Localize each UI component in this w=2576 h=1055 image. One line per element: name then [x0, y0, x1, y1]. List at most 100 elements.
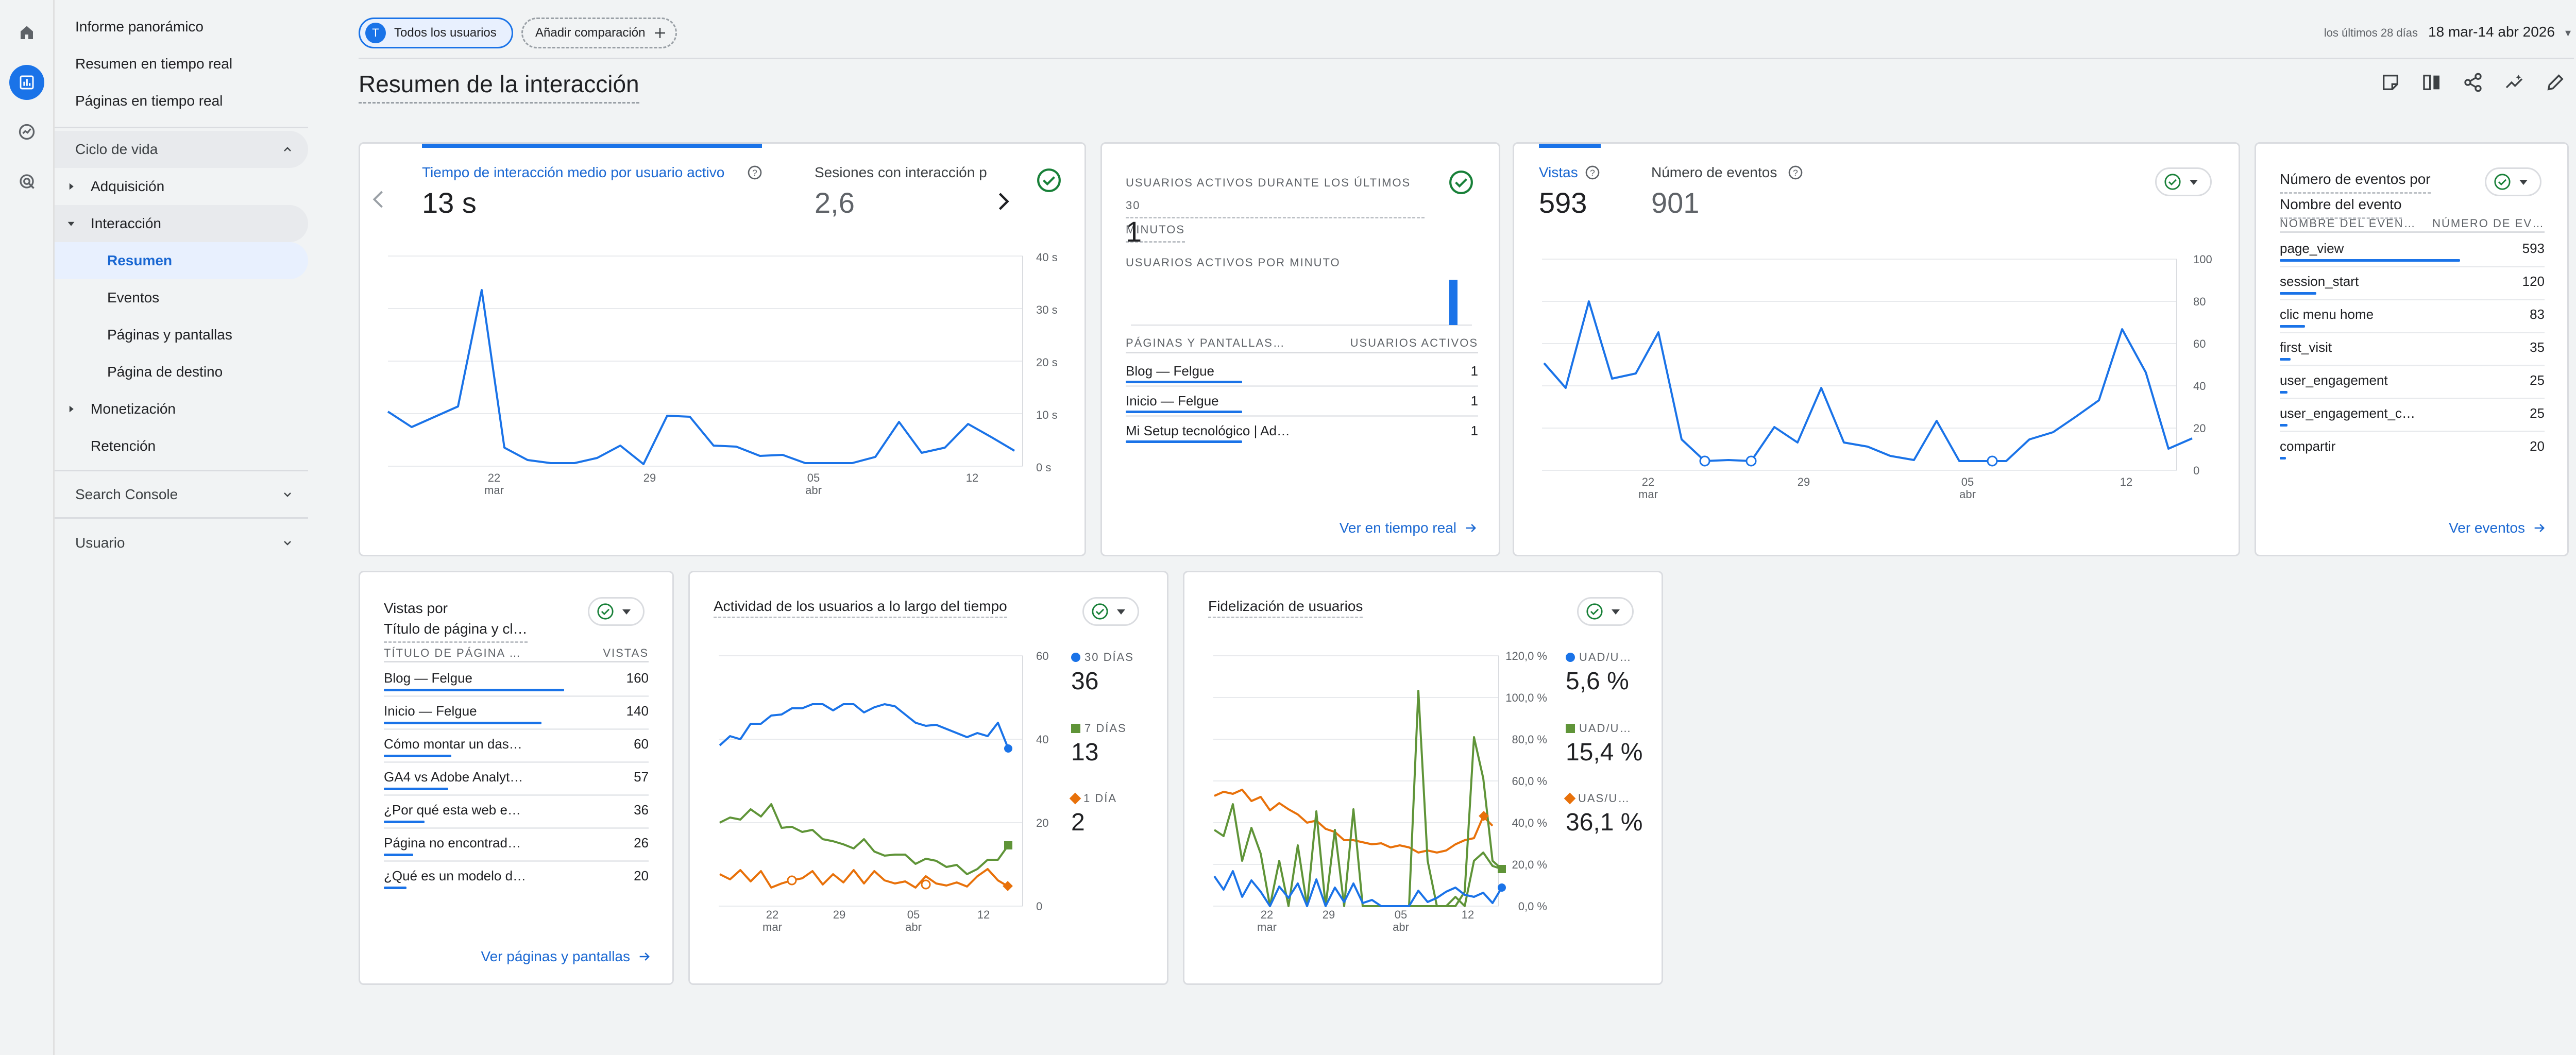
series-line-uad-uas — [1213, 803, 1502, 907]
nav-section-search-console[interactable]: Search Console — [55, 476, 308, 513]
anomaly-marker[interactable] — [787, 875, 797, 886]
date-range-picker[interactable]: los últimos 28 días 18 mar-14 abr 2026 ▾ — [2324, 24, 2571, 40]
compare-columns-icon[interactable] — [2421, 72, 2442, 93]
column-header[interactable]: USUARIOS ACTIVOS — [1350, 336, 1478, 349]
chevron-right-icon[interactable] — [997, 191, 1010, 212]
table-row[interactable]: Cómo montar un das… 60 — [384, 730, 649, 763]
table-row[interactable]: clic menu home 83 — [2280, 300, 2545, 333]
row-name: Inicio — Felgue — [384, 703, 477, 719]
x-tick-label: 22 — [488, 471, 500, 484]
table-row[interactable]: Blog — Felgue 1 — [1126, 357, 1478, 387]
insights-sparkle-icon[interactable] — [2504, 72, 2524, 93]
x-tick-label: 05 — [1961, 475, 1974, 488]
comparison-check-dropdown[interactable] — [1577, 597, 1634, 626]
anomaly-marker[interactable] — [1987, 455, 1998, 467]
metric-label-events[interactable]: Número de eventos — [1651, 164, 1777, 180]
column-header[interactable]: PÁGINAS Y PANTALLAS… — [1126, 336, 1285, 349]
nav-item-retencion[interactable]: Retención — [91, 438, 156, 454]
card-title: Fidelización de usuarios — [1208, 598, 1363, 618]
comparison-check-dropdown[interactable] — [2485, 167, 2541, 196]
explore-icon[interactable] — [9, 114, 44, 149]
insights-note-icon[interactable] — [2380, 72, 2401, 93]
table-row[interactable]: Inicio — Felgue 1 — [1126, 387, 1478, 417]
table-row[interactable]: Mi Setup tecnológico | Ad… 1 — [1126, 417, 1478, 447]
advertising-icon[interactable] — [9, 164, 44, 199]
metric-label-engagement-time[interactable]: Tiempo de interacción medio por usuario … — [422, 164, 725, 180]
collapse-arrow-icon — [67, 222, 75, 226]
column-header[interactable]: NOMBRE DEL EVEN… — [2280, 217, 2416, 230]
help-icon[interactable]: ? — [747, 164, 763, 181]
metric-label-sessions[interactable]: Sesiones con interacción p — [815, 164, 987, 180]
edit-pencil-icon[interactable] — [2545, 72, 2566, 93]
column-header[interactable]: TÍTULO DE PÁGINA … — [384, 646, 522, 659]
chevron-left-icon[interactable] — [371, 189, 385, 210]
nav-item-adquisicion[interactable]: Adquisición — [55, 168, 308, 205]
table-row[interactable]: GA4 vs Adobe Analyt… 57 — [384, 763, 649, 796]
add-comparison-button[interactable]: Añadir comparación — [521, 18, 677, 48]
check-circle-icon[interactable] — [1448, 169, 1474, 195]
x-tick-label: 29 — [643, 471, 656, 484]
help-icon[interactable]: ? — [1584, 164, 1601, 181]
anomaly-marker[interactable] — [1699, 455, 1710, 467]
table-row[interactable]: Página no encontrad… 26 — [384, 829, 649, 862]
table-row[interactable]: Blog — Felgue 160 — [384, 664, 649, 697]
metric-label-views[interactable]: Vistas — [1539, 164, 1578, 180]
row-value: 83 — [2530, 307, 2545, 322]
nav-item-pagina-destino[interactable]: Página de destino — [107, 364, 223, 380]
nav-paginas-tiempo-real[interactable]: Páginas en tiempo real — [75, 93, 223, 109]
nav-informe-panoramico[interactable]: Informe panorámico — [75, 19, 204, 35]
chip-label: Añadir comparación — [535, 26, 646, 40]
comparison-check-dropdown[interactable] — [1082, 597, 1139, 626]
row-value: 160 — [626, 670, 649, 686]
view-realtime-link[interactable]: Ver en tiempo real — [1340, 520, 1478, 536]
nav-section-lifecycle[interactable]: Ciclo de vida — [55, 131, 308, 168]
home-icon[interactable] — [9, 15, 44, 50]
check-circle-icon — [2164, 174, 2181, 190]
y-tick-label: 60 — [2193, 337, 2206, 350]
comparison-check-dropdown[interactable] — [2155, 167, 2212, 196]
nav-item-interaccion[interactable]: Interacción — [55, 205, 308, 242]
table-row[interactable]: session_start 120 — [2280, 267, 2545, 300]
view-events-link[interactable]: Ver eventos — [2449, 520, 2547, 536]
card-user-stickiness: Fidelización de usuarios 120,0 % 100,0 %… — [1183, 571, 1663, 985]
table-row[interactable]: Inicio — Felgue 140 — [384, 697, 649, 730]
nav-item-resumen[interactable]: Resumen — [55, 242, 308, 279]
check-circle-icon[interactable] — [1036, 167, 1062, 193]
help-icon[interactable]: ? — [1787, 164, 1804, 181]
anomaly-marker[interactable] — [1745, 455, 1757, 467]
series-end-marker — [1003, 881, 1013, 891]
comparison-check-dropdown[interactable] — [588, 597, 645, 626]
table-row[interactable]: ¿Por qué esta web e… 36 — [384, 796, 649, 829]
legend-square-icon — [1071, 724, 1080, 733]
series-line-views — [1543, 300, 2193, 462]
nav-section-usuario[interactable]: Usuario — [55, 524, 308, 561]
column-header[interactable]: NÚMERO DE EV… — [2432, 217, 2545, 230]
column-header[interactable]: VISTAS — [603, 646, 649, 659]
table-row[interactable]: ¿Qué es un modelo d… 20 — [384, 862, 649, 895]
view-pages-link[interactable]: Ver páginas y pantallas — [481, 948, 652, 965]
arrow-right-icon — [1466, 524, 1476, 532]
share-icon[interactable] — [2463, 72, 2483, 93]
events-table-header: NOMBRE DEL EVEN… NÚMERO DE EV… — [2280, 217, 2545, 230]
table-row[interactable]: page_view 593 — [2280, 234, 2545, 267]
nav-resumen-tiempo-real[interactable]: Resumen en tiempo real — [75, 56, 233, 72]
table-row[interactable]: user_engagement 25 — [2280, 366, 2545, 399]
table-row[interactable]: user_engagement_c… 25 — [2280, 399, 2545, 432]
row-value: 25 — [2530, 405, 2545, 421]
table-row[interactable]: compartir 20 — [2280, 432, 2545, 465]
legend-dot-icon — [1071, 653, 1080, 662]
anomaly-marker[interactable] — [921, 879, 931, 890]
reports-icon[interactable] — [9, 65, 44, 100]
pages-title: Vistas por Título de página y cl… — [384, 598, 528, 643]
x-tick-label: 29 — [1323, 908, 1335, 921]
segment-chip-all-users[interactable]: T Todos los usuarios — [359, 18, 513, 48]
nav-item-monetizacion[interactable]: Monetización — [55, 390, 308, 428]
line-chart-user-stickiness: 120,0 % 100,0 % 80,0 % 60,0 % 40,0 % 20,… — [1213, 650, 1547, 933]
check-circle-icon — [2494, 174, 2511, 190]
table-row[interactable]: first_visit 35 — [2280, 333, 2545, 366]
nav-item-eventos[interactable]: Eventos — [107, 290, 160, 305]
nav-item-paginas-pantallas[interactable]: Páginas y pantallas — [107, 327, 232, 343]
arrow-right-icon — [2534, 524, 2545, 532]
realtime-per-minute-label: USUARIOS ACTIVOS POR MINUTO — [1126, 256, 1341, 269]
check-circle-icon — [1586, 603, 1603, 620]
